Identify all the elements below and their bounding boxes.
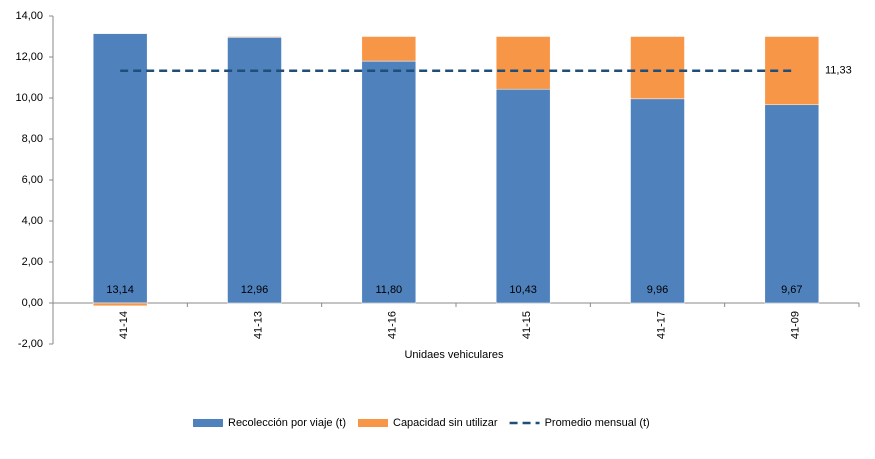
data-label: 13,14 bbox=[106, 284, 134, 296]
bar-segment bbox=[92, 33, 148, 304]
bar-segment bbox=[92, 302, 148, 307]
bar-segment bbox=[764, 104, 820, 304]
y-tick-label: 2,00 bbox=[22, 256, 43, 268]
y-tick-label: 10,00 bbox=[15, 92, 43, 104]
x-axis-title: Unidaes vehiculares bbox=[404, 349, 504, 361]
y-tick-label: 8,00 bbox=[22, 133, 43, 145]
legend-swatch bbox=[358, 419, 388, 427]
bar-segment bbox=[227, 36, 282, 38]
x-tick-label: 41-15 bbox=[521, 311, 533, 339]
x-tick-label: 41-17 bbox=[655, 311, 667, 339]
legend-label: Promedio mensual (t) bbox=[545, 417, 650, 429]
bar-segment bbox=[361, 36, 417, 62]
bar-segment bbox=[630, 36, 685, 100]
bar-segment bbox=[227, 37, 282, 304]
data-label: 12,96 bbox=[241, 284, 269, 296]
bar-segment bbox=[495, 36, 551, 90]
y-tick-label: 0,00 bbox=[22, 297, 43, 309]
y-tick-label: 14,00 bbox=[15, 10, 43, 22]
y-tick-label: 4,00 bbox=[22, 215, 43, 227]
data-label: 10,43 bbox=[509, 284, 537, 296]
data-label: 9,96 bbox=[647, 284, 668, 296]
data-label: 11,80 bbox=[375, 284, 402, 296]
y-tick-label: 6,00 bbox=[22, 174, 43, 186]
y-tick-label: -2,00 bbox=[18, 338, 43, 350]
bar-segment bbox=[630, 98, 685, 304]
legend-swatch bbox=[193, 419, 223, 427]
bar-segment bbox=[495, 88, 551, 304]
x-tick-label: 41-14 bbox=[118, 311, 130, 339]
bar-segment bbox=[361, 60, 417, 304]
x-tick-label: 41-09 bbox=[790, 311, 802, 339]
x-tick-label: 41-16 bbox=[387, 311, 399, 339]
legend-label: Capacidad sin utilizar bbox=[393, 417, 498, 429]
average-label: 11,33 bbox=[825, 65, 852, 77]
y-tick-label: 12,00 bbox=[15, 51, 43, 63]
legend-label: Recolección por viaje (t) bbox=[228, 417, 346, 429]
data-label: 9,67 bbox=[781, 284, 802, 296]
x-tick-label: 41-13 bbox=[252, 311, 264, 339]
